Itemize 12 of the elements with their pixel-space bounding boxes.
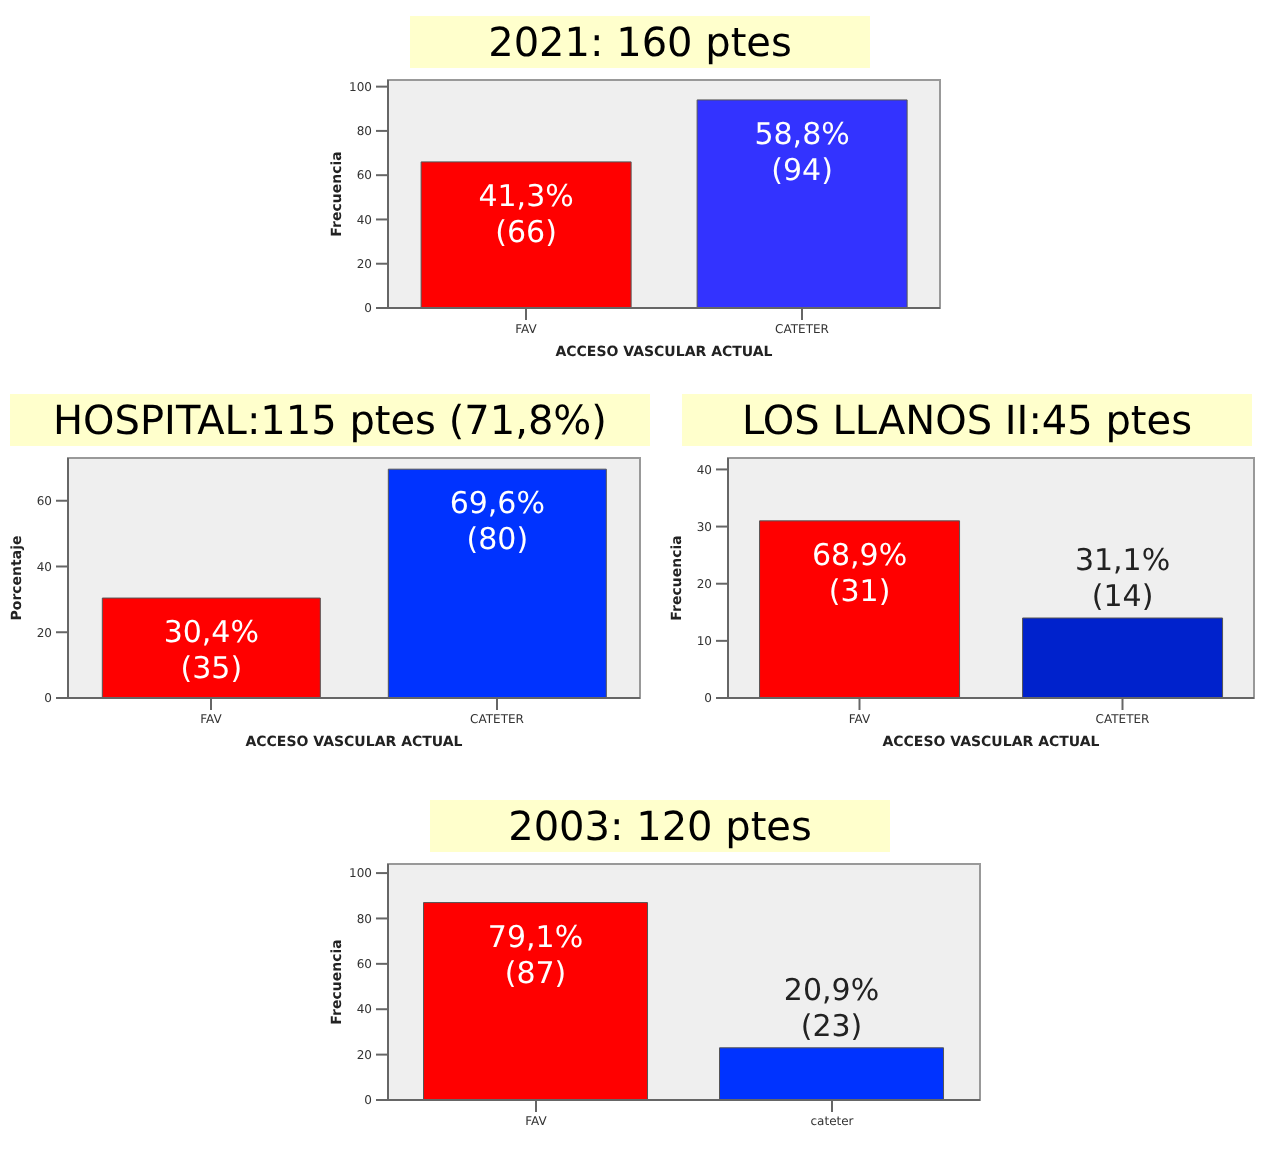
data-label: 31,1% (14) [1074,542,1171,614]
data-label: 58,8% (94) [754,115,850,188]
data-label: 69,6% (80) [449,485,545,558]
data-label: 41,3% (66) [478,177,574,250]
chart-title: HOSPITAL:115 ptes (71,8%) [10,394,650,446]
data-label: 30,4% (35) [163,614,259,687]
data-label: 68,9% (31) [811,536,908,609]
chart-title: 2021: 160 ptes [410,16,870,68]
chart-title: LOS LLANOS II:45 ptes [682,394,1252,446]
chart-title: 2003: 120 ptes [430,800,890,852]
data-label: 79,1% (87) [487,918,584,991]
data-label: 20,9% (23) [783,971,880,1044]
